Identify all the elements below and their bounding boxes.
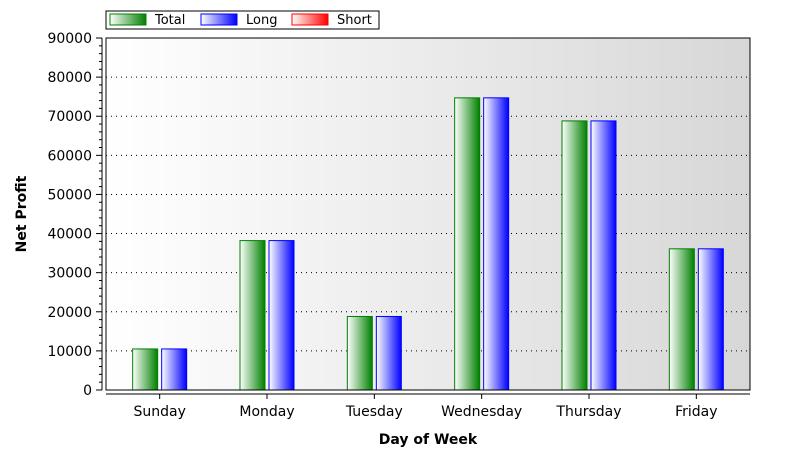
bar-long-wednesday [483, 97, 510, 391]
bars [132, 97, 724, 391]
y-tick-label: 70000 [47, 109, 92, 125]
y-tick-label: 20000 [47, 305, 92, 321]
legend-swatch-long [200, 13, 238, 26]
x-tick-label: Sunday [133, 404, 185, 420]
y-tick-label: 60000 [47, 148, 92, 164]
y-tick-label: 10000 [47, 344, 92, 360]
x-tick-label: Thursday [555, 404, 621, 420]
legend-label-short: Short [337, 13, 372, 28]
bar-long-sunday [161, 348, 188, 391]
legend-label-total: Total [154, 13, 185, 28]
y-tick-label: 80000 [47, 70, 92, 86]
bar-long-friday [697, 248, 724, 391]
bar-long-tuesday [375, 315, 402, 391]
bar-long-thursday [590, 120, 617, 391]
bar-total-thursday [561, 120, 588, 391]
plot-background [106, 38, 750, 390]
x-tick-label: Monday [239, 404, 294, 420]
legend-swatch-total [109, 13, 147, 26]
x-axis-title: Day of Week [379, 432, 478, 448]
y-tick-label: 30000 [47, 266, 92, 282]
y-tick-label: 50000 [47, 187, 92, 203]
y-tick-label: 0 [83, 383, 92, 399]
legend-label-long: Long [246, 13, 277, 28]
x-tick-label: Friday [675, 404, 717, 420]
bar-total-sunday [132, 348, 159, 391]
plot-border [105, 37, 751, 391]
axes: 0 10000 20000 30000 40000 50000 60000 70000 8000… [47, 31, 751, 420]
bar-total-friday [668, 248, 695, 391]
x-tick-label: Wednesday [441, 404, 522, 420]
bar-total-wednesday [454, 97, 481, 391]
y-tick-label: 90000 [47, 31, 92, 47]
x-tick-label: Tuesday [345, 404, 403, 420]
bar-total-monday [239, 240, 266, 391]
legend: Total Long Short [105, 10, 380, 30]
legend-swatch-short [291, 13, 329, 26]
y-tick-label: 40000 [47, 227, 92, 243]
bar-total-tuesday [346, 315, 373, 391]
y-axis-title: Net Profit [14, 175, 30, 252]
bar-long-monday [268, 240, 295, 391]
